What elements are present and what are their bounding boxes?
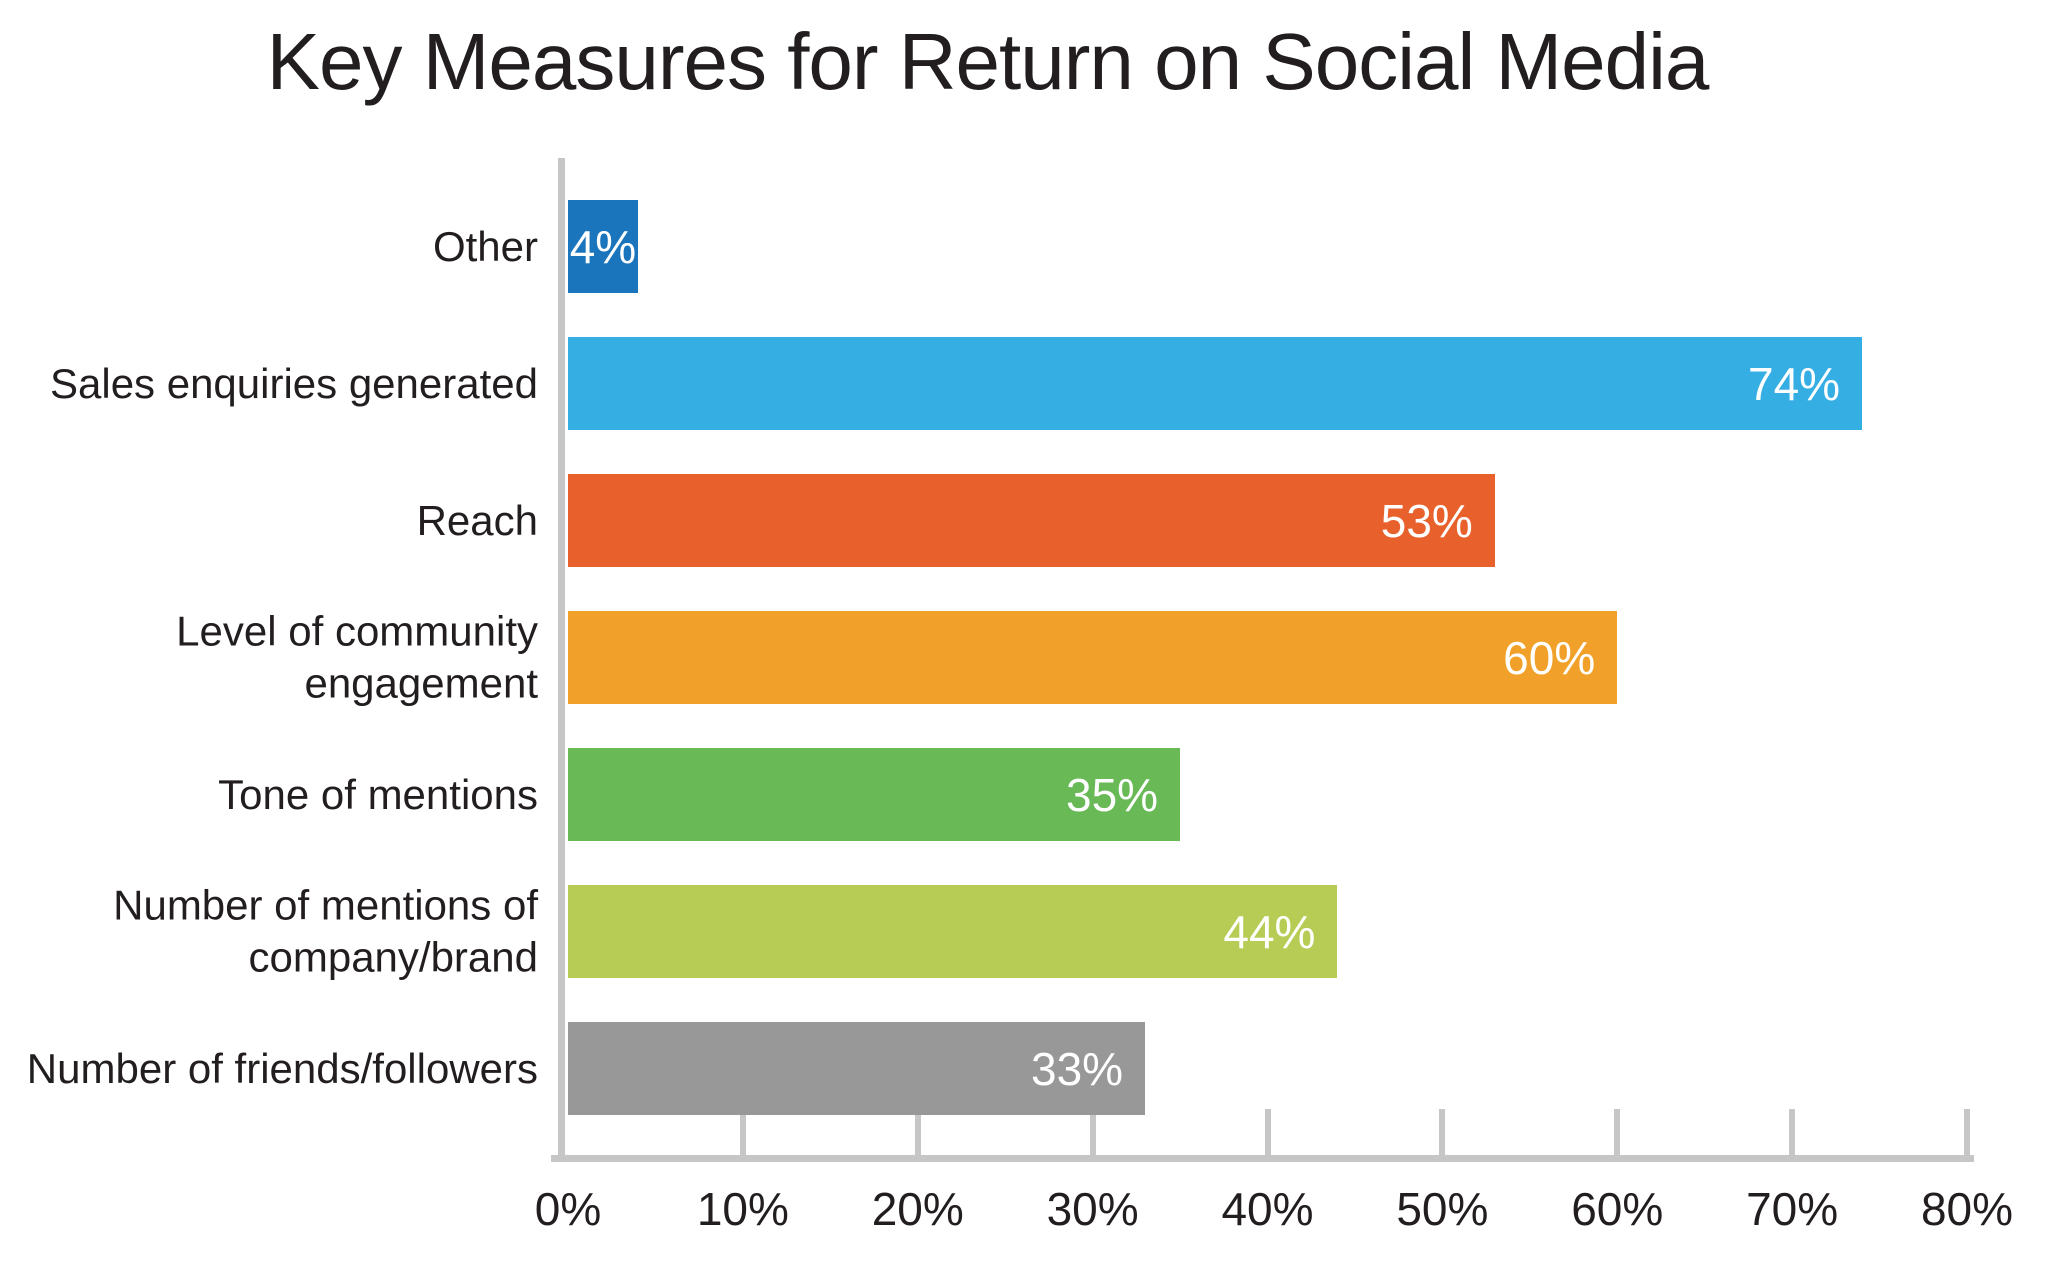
x-axis-tick-label-30: 30%	[1046, 1183, 1139, 1235]
category-label-reach: Reach	[416, 496, 538, 544]
bar-value-label-level-of-community-engagement: 60%	[1503, 631, 1596, 684]
category-label-level-of-community-engagement: Level of community engagement	[176, 607, 538, 707]
category-label-sales-enquiries-generated: Sales enquiries generated	[49, 359, 538, 407]
bar-number-of-friends-followers: 33%	[568, 1022, 1146, 1115]
x-axis-tick-label-60: 60%	[1571, 1183, 1664, 1235]
x-axis-tick-label-0: 0%	[534, 1183, 602, 1235]
x-axis-tick-80	[1964, 1109, 1970, 1155]
bar-tone-of-mentions: 35%	[568, 748, 1181, 841]
bar-value-label-reach: 53%	[1380, 494, 1473, 547]
x-axis-tick-label-50: 50%	[1396, 1183, 1489, 1235]
x-axis-tick-70	[1789, 1109, 1796, 1155]
bar-value-label-tone-of-mentions: 35%	[1065, 768, 1159, 821]
x-axis-tick-30	[1089, 1109, 1096, 1155]
x-axis-tick-50	[1439, 1109, 1446, 1155]
bar-other: 4%	[568, 200, 638, 293]
x-axis-tick-40	[1264, 1109, 1271, 1155]
plot-area: 4% 74% 53% 60% 35% 44% 33%	[551, 158, 1974, 1162]
x-axis-tick-60	[1614, 1109, 1621, 1155]
x-axis-tick-label-10: 10%	[696, 1183, 789, 1235]
category-label-number-of-mentions-of-company-brand: Number of mentions of company/brand	[113, 881, 538, 981]
bar-value-label-number-of-friends-followers: 33%	[1031, 1042, 1124, 1095]
y-axis-line	[558, 158, 565, 1155]
bar-value-label-other: 4%	[569, 220, 637, 273]
x-axis-line	[551, 1155, 1974, 1162]
x-axis-tick-label-70: 70%	[1746, 1183, 1839, 1235]
bar-value-label-sales-enquiries-generated: 74%	[1747, 357, 1841, 410]
bar-number-of-mentions-of-company-brand: 44%	[568, 885, 1338, 978]
x-axis-tick-labels: 0% 10% 20% 30% 40% 50% 60% 70% 80%	[535, 1182, 2013, 1242]
x-axis-tick-label-20: 20%	[871, 1183, 964, 1235]
x-axis-tick-label-80: 80%	[1920, 1183, 2014, 1235]
bar-sales-enquiries-generated: 74%	[568, 337, 1863, 430]
bar-value-label-number-of-mentions-of-company-brand: 44%	[1223, 905, 1316, 958]
bar-reach: 53%	[568, 474, 1495, 567]
x-axis-tick-20	[914, 1109, 921, 1155]
category-label-tone-of-mentions: Tone of mentions	[218, 770, 538, 818]
chart-title: Key Measures for Return on Social Media	[266, 17, 1710, 106]
x-axis-tick-10	[739, 1109, 746, 1155]
category-label-number-of-friends-followers: Number of friends/followers	[26, 1044, 538, 1092]
bar-level-of-community-engagement: 60%	[568, 611, 1618, 704]
category-label-other: Other	[432, 222, 538, 270]
x-axis-tick-label-40: 40%	[1221, 1183, 1314, 1235]
